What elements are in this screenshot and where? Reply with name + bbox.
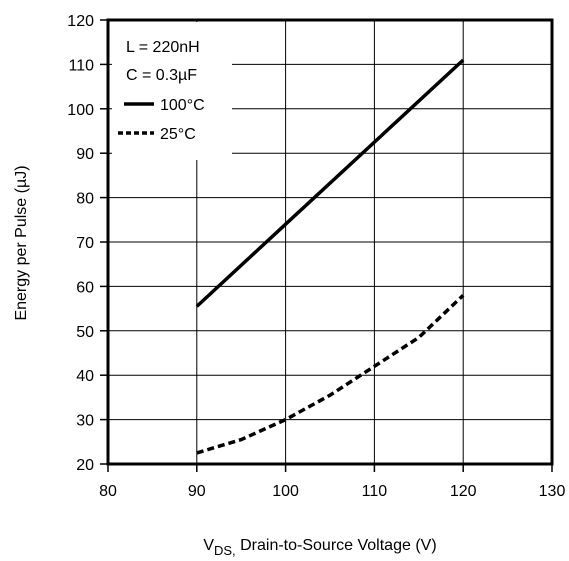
legend-background [112,22,232,160]
y-tick-label-90: 90 [76,146,94,163]
axes: 20 30 40 50 60 70 80 90 100 110 120 80 90 100 110 120 13… [67,13,565,500]
y-tick-label-110: 110 [68,57,94,74]
x-tick-label-120: 120 [450,483,477,500]
y-tick-label-40: 40 [76,368,94,385]
x-axis-title-subscript: DS, [214,543,236,558]
x-axis-title-rest: Drain-to-Source Voltage (V) [236,537,437,554]
legend-label-100c: 100°C [160,97,205,114]
y-tick-label-20: 20 [76,457,94,474]
x-axis-title: VDS, Drain-to-Source Voltage (V) [203,537,436,558]
x-tick-label-80: 80 [99,483,117,500]
legend-header-line-1: L = 220nH [126,39,200,56]
y-tick-label-80: 80 [76,191,94,208]
x-tick-label-110: 110 [362,483,388,500]
series-line-25c [196,294,465,455]
x-tick-label-130: 130 [539,483,566,500]
y-axis-title: Energy per Pulse (µJ) [13,165,30,320]
series-line-100c [195,58,465,308]
x-tick-label-90: 90 [188,483,206,500]
y-tick-label-120: 120 [67,13,94,30]
legend-label-25c: 25°C [160,126,196,143]
x-axis-title-main: V [203,537,214,554]
y-tick-label-50: 50 [76,324,94,341]
legend: L = 220nH C = 0.3µF 100°C 25°C [112,22,232,160]
y-tick-label-60: 60 [76,279,94,296]
y-tick-label-30: 30 [76,413,94,430]
y-tick-label-70: 70 [76,235,94,252]
legend-header-line-2: C = 0.3µF [126,67,197,84]
y-tick-label-100: 100 [67,102,94,119]
x-tick-label-100: 100 [272,483,299,500]
series-lines [195,58,465,455]
